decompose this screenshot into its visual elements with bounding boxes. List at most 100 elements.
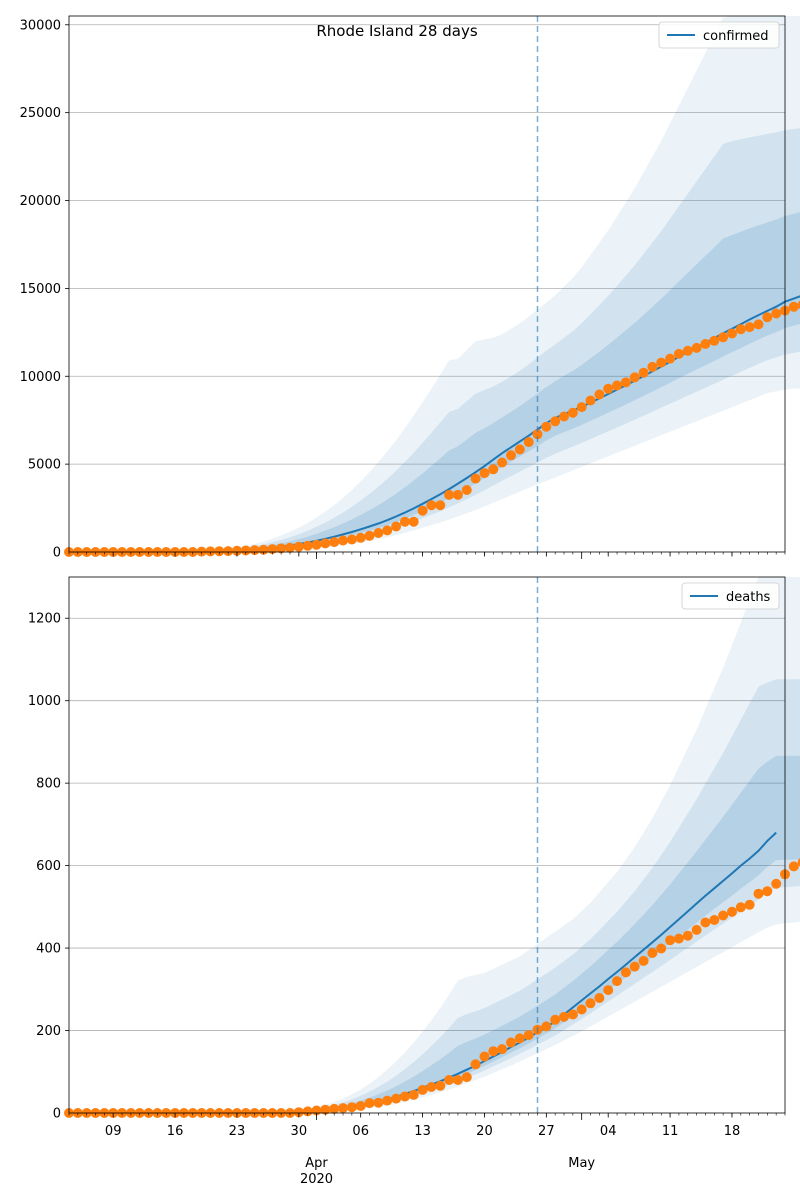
observed-point [612,976,622,987]
observed-point [346,534,357,545]
x-tick-label: 04 [600,1124,617,1139]
observed-point [338,1103,348,1114]
observed-point [399,516,410,527]
x-axis: 09 16 23 30 06 13 20 27 04 11 18 Apr May 2020 [105,1124,740,1187]
axes-frame [68,15,786,553]
observed-point [329,537,340,548]
observed-point [762,886,773,897]
observed-point [249,545,260,556]
observed-point [559,411,569,422]
observed-point [444,1075,455,1085]
observed-point [665,935,676,946]
observed-point [585,395,596,406]
observed-point [329,1103,340,1114]
observed-point [461,485,472,495]
x-year-label: 2020 [300,1172,333,1187]
observed-point [576,1004,587,1015]
observed-point [771,308,782,319]
observed-point [567,1009,578,1020]
observed-point [320,1104,331,1115]
observed-point [470,1059,481,1070]
observed-point [673,348,684,359]
observed-point [665,353,676,364]
uncertainty-band [69,16,800,552]
x-tick-label: 06 [352,1124,369,1139]
observed-point [302,540,313,551]
uncertainty-band [69,679,800,1113]
observed-point [346,1102,357,1113]
uncertainty-band [69,755,800,1113]
y-tick-label: 30000 [20,18,61,33]
x-tick-label: 11 [662,1124,679,1139]
y-tick-label: 0 [53,546,61,561]
observed-point [629,372,640,383]
observed-point [744,899,755,910]
observed-point [435,500,446,511]
observed-point [514,444,525,455]
observed-point [523,437,534,448]
observed-point [382,525,393,536]
observed-point [417,1084,428,1095]
observed-point [355,532,366,543]
confirmed-panel: 0 5000 10000 15000 20000 25000 30000 confirmed [20,15,800,561]
observed-point [196,546,207,557]
observed-point [444,489,455,500]
y-tick-label: 20000 [20,194,61,209]
observed-point [762,312,773,323]
observed-point [285,542,295,553]
observed-point [735,902,746,913]
observed-point [426,500,437,511]
observed-point [232,545,242,556]
observed-point [276,543,287,554]
observed-point [594,993,605,1003]
observed-point [293,541,304,552]
observed-point [550,416,561,427]
observed-point [497,457,508,468]
observed-point [541,1021,552,1032]
legend-label: deaths [726,590,771,605]
legend: deaths [681,582,780,610]
observed-point [797,300,800,310]
observed-point [311,539,322,550]
observed-point [620,377,631,388]
x-month-label: May [568,1156,595,1171]
axes-frame [68,576,786,1114]
x-tick-label: 09 [105,1124,122,1139]
y-tick-label: 1000 [28,694,61,709]
observed-point [382,1095,393,1106]
observed-point [603,985,614,996]
observed-point [700,917,711,928]
observed-point [744,322,755,333]
observed-point [629,961,640,972]
observed-point [408,516,419,527]
y-tick-label: 5000 [28,458,61,473]
observed-point [771,878,782,889]
x-tick-label: 27 [538,1124,555,1139]
deaths-panel: 0 200 400 600 800 1000 1200 deaths [28,576,800,1122]
x-tick-label: 13 [414,1124,431,1139]
observed-point [682,345,693,356]
observed-point [709,335,720,346]
observed-point [399,1091,410,1102]
observed-point [567,407,578,418]
observed-point [373,1097,384,1108]
observed-point [673,933,684,944]
legend-box [681,582,780,610]
observed-point [497,1044,508,1055]
observed-point [364,530,375,541]
x-tick-label: 20 [476,1124,493,1139]
y-tick-label: 400 [36,942,61,957]
observed-point [302,1106,313,1117]
observed-point [691,924,702,935]
observed-point [479,1051,490,1062]
observed-point [214,546,225,557]
observed-point [223,546,234,557]
observed-point [656,943,667,954]
observed-point [426,1082,437,1092]
uncertainty-band [69,128,800,552]
observed-point [550,1014,561,1025]
observed-point [435,1080,446,1091]
observed-point [364,1098,375,1109]
observed-point [240,545,251,556]
y-tick-label: 10000 [20,370,61,385]
